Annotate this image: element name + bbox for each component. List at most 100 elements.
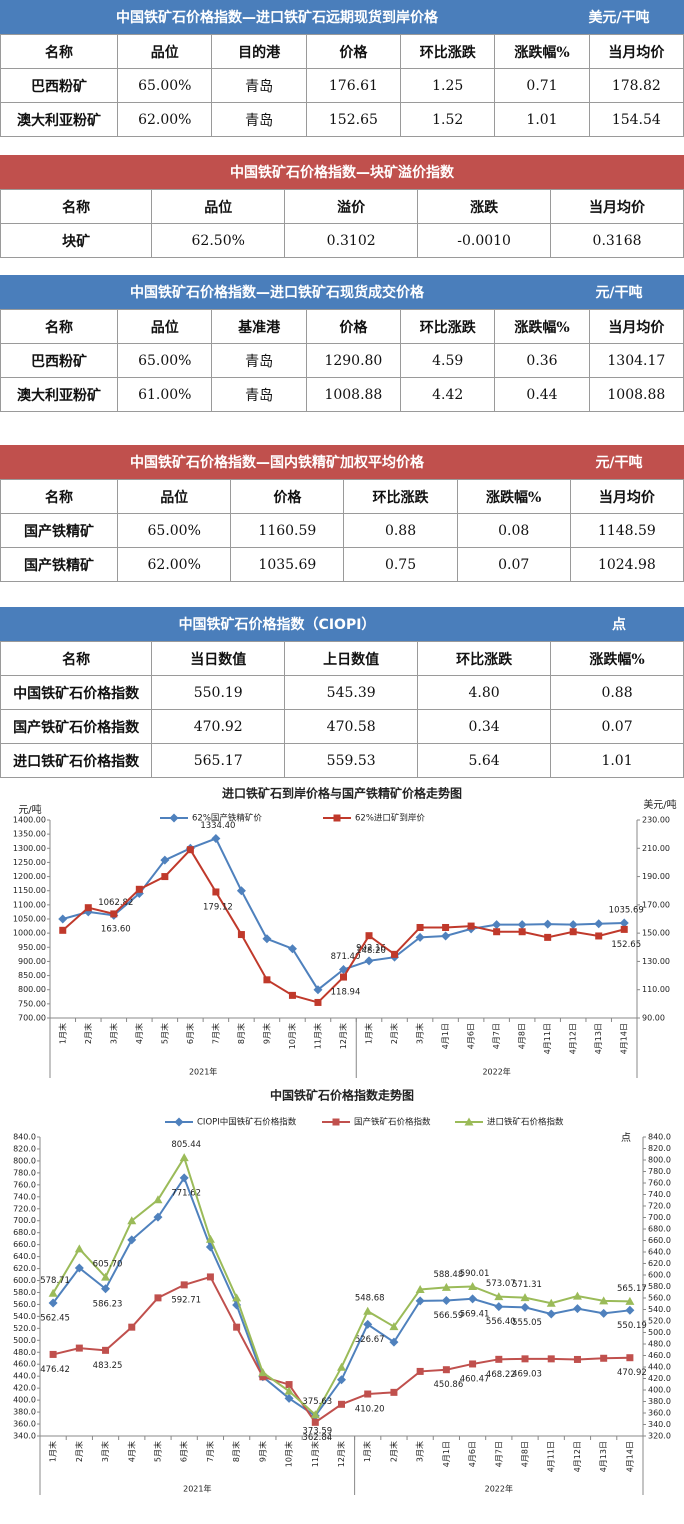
data-point <box>390 1388 398 1396</box>
column-header: 上日数值 <box>284 641 419 676</box>
cell: 0.07 <box>456 547 571 582</box>
data-label: 569.41 <box>460 1309 490 1319</box>
cell: 470.58 <box>284 709 419 744</box>
column-header: 涨跌幅% <box>456 479 571 514</box>
x-tick-label: 4月11日 <box>547 1441 556 1472</box>
data-label: 148.20 <box>356 946 386 956</box>
y2-tick-label: 820.0 <box>648 1144 671 1153</box>
cell: 4.59 <box>400 343 496 378</box>
x-tick-label: 4月1日 <box>441 1023 450 1049</box>
column-header: 当日数值 <box>151 641 286 676</box>
y2-tick-label: 190.00 <box>642 872 670 881</box>
data-label: 1334.40 <box>200 821 235 831</box>
data-point <box>495 1355 503 1363</box>
data-point <box>153 1212 163 1222</box>
data-point <box>258 1368 268 1377</box>
y2-tick-label: 840.0 <box>648 1133 671 1142</box>
data-point <box>389 1322 399 1331</box>
y-tick-label: 460.0 <box>13 1360 36 1369</box>
y-tick-label: 480.0 <box>13 1348 36 1357</box>
data-point <box>262 934 272 944</box>
table-body: 名称 当日数值 上日数值 环比涨跌 涨跌幅% 中国铁矿石价格指数 550.19 545.39 4… <box>0 641 684 778</box>
data-point <box>161 873 169 881</box>
legend-marker <box>332 1118 340 1126</box>
y-tick-label: 950.00 <box>18 943 46 952</box>
y-tick-label: 440.0 <box>13 1372 36 1381</box>
x-tick-label: 1月末 <box>48 1441 58 1462</box>
y2-tick-label: 600.0 <box>648 1271 671 1280</box>
cell: 1035.69 <box>230 547 345 582</box>
y2-tick-label: 170.00 <box>642 900 670 909</box>
data-label: 573.07 <box>486 1279 516 1289</box>
data-point <box>415 932 425 942</box>
cell: 0.34 <box>417 709 552 744</box>
x-tick-label: 2月末 <box>83 1023 93 1044</box>
cell: 1.01 <box>550 743 684 778</box>
data-label: 483.25 <box>93 1361 123 1371</box>
data-label: 179.12 <box>203 902 233 912</box>
data-point <box>600 1354 608 1362</box>
data-point <box>415 1296 425 1306</box>
cell: -0.0010 <box>417 223 552 258</box>
cell: 1008.88 <box>305 377 402 412</box>
data-label: 468.22 <box>486 1370 516 1380</box>
cell: 0.71 <box>494 68 590 103</box>
data-point <box>546 1298 556 1307</box>
x-tick-label: 5月末 <box>152 1441 162 1462</box>
column-header: 环比涨跌 <box>400 34 496 69</box>
table-body: 名称 品位 价格 环比涨跌 涨跌幅% 当月均价 国产铁精矿 65.00% 1160.59 0.88… <box>0 479 684 582</box>
data-point <box>340 973 347 981</box>
y2-tick-label: 380.0 <box>648 1397 671 1406</box>
cell: 1148.59 <box>569 513 684 548</box>
data-label: 586.23 <box>93 1299 123 1309</box>
column-header: 溢价 <box>284 189 419 224</box>
table-row: 国产铁矿石价格指数 470.92 470.58 0.34 0.07 <box>0 709 684 744</box>
table-title: 中国铁矿石价格指数—块矿溢价指数 <box>230 165 454 181</box>
y2-tick-label: 460.0 <box>648 1351 671 1360</box>
column-header: 价格 <box>305 34 402 69</box>
table-body: 名称 品位 溢价 涨跌 当月均价 块矿 62.50% 0.3102 -0.0010 0.3168 <box>0 189 684 258</box>
x-tick-label: 12月末 <box>338 1023 348 1049</box>
data-label: 571.31 <box>512 1280 542 1290</box>
data-point <box>75 1344 83 1352</box>
data-label: 871.40 <box>331 952 361 962</box>
data-label: 460.47 <box>460 1374 490 1384</box>
data-label: 470.92 <box>617 1368 647 1378</box>
header-row: 名称 品位 价格 环比涨跌 涨跌幅% 当月均价 <box>0 479 684 514</box>
data-point <box>467 922 475 930</box>
price-table: 中国铁矿石价格指数—国内铁精矿加权平均价格 元/干吨 名称 品位 价格 环比涨跌 涨跌幅% 当… <box>0 445 684 582</box>
y-tick-label: 780.0 <box>13 1168 36 1177</box>
data-point <box>595 932 603 940</box>
y2-tick-label: 800.0 <box>648 1156 671 1165</box>
y2-tick-label: 320.0 <box>648 1432 671 1441</box>
x-tick-label: 10月末 <box>287 1023 297 1049</box>
y-tick-label: 1300.00 <box>13 844 46 853</box>
x-tick-label: 1月末 <box>362 1441 372 1462</box>
series-line <box>52 1275 630 1424</box>
data-point <box>212 888 220 896</box>
column-header: 涨跌 <box>417 189 552 224</box>
column-header: 当月均价 <box>588 309 684 344</box>
y2-tick-label: 400.0 <box>648 1386 671 1395</box>
data-point <box>338 1400 345 1408</box>
x-tick-label: 4月8日 <box>518 1023 527 1049</box>
data-point <box>389 1337 399 1347</box>
cell: 1304.17 <box>588 343 684 378</box>
y2-tick-label: 740.0 <box>648 1190 671 1199</box>
cell: 1.52 <box>400 102 496 137</box>
data-point <box>74 1263 84 1273</box>
y2-tick-label: 680.0 <box>648 1225 671 1234</box>
cell: 青岛 <box>211 68 307 103</box>
cell: 1008.88 <box>588 377 684 412</box>
y-tick-label: 760.0 <box>13 1180 36 1189</box>
y-tick-label: 800.00 <box>18 985 46 994</box>
column-header: 价格 <box>230 479 345 514</box>
data-point <box>441 931 451 941</box>
y2-tick-label: 130.00 <box>642 957 670 966</box>
data-label: 410.20 <box>355 1405 385 1415</box>
x-tick-label: 4月14日 <box>620 1023 629 1054</box>
cell: 65.00% <box>117 513 232 548</box>
